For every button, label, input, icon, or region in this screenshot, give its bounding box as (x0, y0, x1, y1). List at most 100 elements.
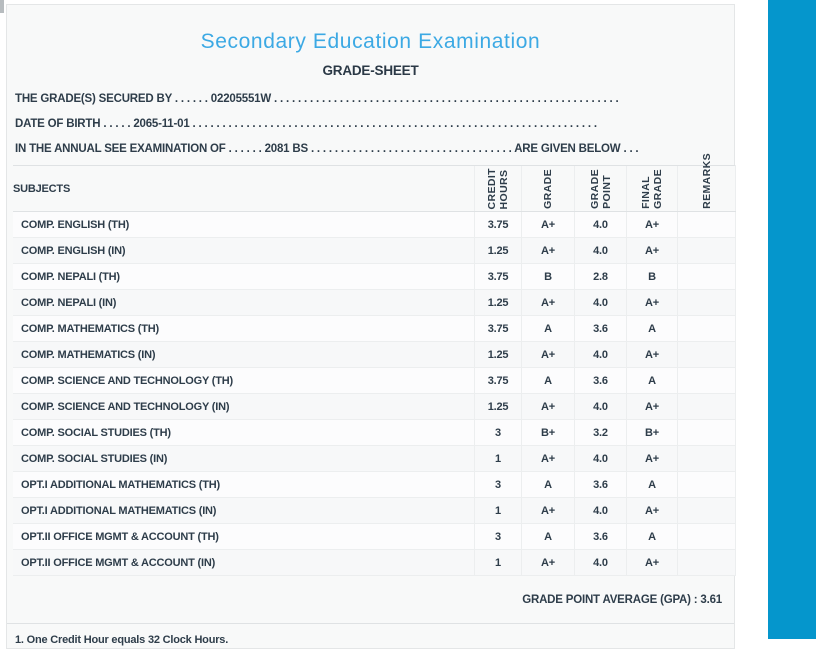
subject-cell: COMP. MATHEMATICS (TH) (13, 315, 475, 342)
grade-point-cell: 3.6 (574, 471, 627, 498)
table-row: COMP. MATHEMATICS (TH) 3.75 A 3.6 A (13, 315, 736, 342)
subject-cell: COMP. SCIENCE AND TECHNOLOGY (TH) (13, 367, 475, 394)
grade-point-cell: 2.8 (574, 263, 627, 290)
dot-fill: . . . . . . . . . . . . . . . . . . . . … (310, 143, 512, 155)
table-row: COMP. MATHEMATICS (IN) 1.25 A+ 4.0 A+ (13, 341, 736, 368)
final-grade-cell: A+ (626, 393, 678, 420)
dot-fill: . . . . . . . . . . . . . . . . . . . . … (274, 93, 619, 105)
table-row: COMP. SCIENCE AND TECHNOLOGY (IN) 1.25 A… (13, 393, 736, 420)
page-title: Secondary Education Examination (200, 30, 541, 53)
info-label: IN THE ANNUAL SEE EXAMINATION OF (15, 143, 226, 155)
dot-fill: . . . . . . (174, 93, 208, 105)
info-line-grades-secured-by: THE GRADE(S) SECURED BY . . . . . . 0220… (15, 87, 726, 112)
subject-cell: OPT.I ADDITIONAL MATHEMATICS (TH) (13, 471, 475, 498)
subject-cell: OPT.I ADDITIONAL MATHEMATICS (IN) (13, 497, 475, 524)
remarks-cell (677, 263, 736, 290)
final-grade-cell: A+ (626, 289, 678, 316)
final-grade-cell: A+ (626, 445, 678, 472)
col-header-grade: GRADE (521, 165, 575, 212)
credit-hours-cell: 1.25 (474, 289, 522, 316)
grade-point-cell: 4.0 (574, 289, 627, 316)
final-grade-cell: A+ (626, 237, 678, 264)
subject-cell: COMP. MATHEMATICS (IN) (13, 341, 475, 368)
grade-cell: A+ (521, 445, 575, 472)
table-row: COMP. ENGLISH (TH) 3.75 A+ 4.0 A+ (13, 211, 736, 238)
gpa-value-line: GRADE POINT AVERAGE (GPA) : 3.61 (522, 593, 722, 606)
remarks-cell (677, 497, 736, 524)
grade-cell: A (521, 471, 575, 498)
info-label: THE GRADE(S) SECURED BY (15, 93, 172, 105)
symbol-number-value: 02205551W (210, 93, 272, 105)
remarks-cell (677, 237, 736, 264)
accent-sidebar (768, 0, 816, 639)
dot-fill: . . . . . . (228, 143, 262, 155)
table-row: COMP. SCIENCE AND TECHNOLOGY (TH) 3.75 A… (13, 367, 736, 394)
credit-hours-cell: 3.75 (474, 367, 522, 394)
credit-hours-cell: 1 (474, 445, 522, 472)
grade-cell: A+ (521, 497, 575, 524)
grade-cell: A+ (521, 393, 575, 420)
info-label: DATE OF BIRTH (15, 118, 101, 130)
credit-hours-cell: 3 (474, 419, 522, 446)
table-row: COMP. NEPALI (IN) 1.25 A+ 4.0 A+ (13, 289, 736, 316)
credit-hours-cell: 1 (474, 549, 522, 576)
grade-point-cell: 4.0 (574, 341, 627, 368)
table-row: OPT.I ADDITIONAL MATHEMATICS (IN) 1 A+ 4… (13, 497, 736, 524)
grade-cell: A (521, 523, 575, 550)
remarks-cell (677, 549, 736, 576)
candidate-info: THE GRADE(S) SECURED BY . . . . . . 0220… (15, 87, 726, 162)
final-grade-cell: B (626, 263, 678, 290)
table-row: COMP. SOCIAL STUDIES (TH) 3 B+ 3.2 B+ (13, 419, 736, 446)
credit-hours-cell: 1.25 (474, 341, 522, 368)
window-edge-notch (0, 0, 4, 13)
credit-hours-cell: 1.25 (474, 393, 522, 420)
dot-fill: . . . . . (103, 118, 131, 130)
grade-cell: A+ (521, 341, 575, 368)
grade-point-cell: 4.0 (574, 497, 627, 524)
remarks-cell (677, 471, 736, 498)
subject-cell: COMP. NEPALI (IN) (13, 289, 475, 316)
credit-hours-cell: 3 (474, 523, 522, 550)
grade-point-cell: 4.0 (574, 237, 627, 264)
grade-cell: A (521, 315, 575, 342)
credit-hours-cell: 3.75 (474, 315, 522, 342)
credit-hours-cell: 3.75 (474, 211, 522, 238)
credit-hours-cell: 1 (474, 497, 522, 524)
grade-sheet-page: Secondary Education Examination GRADE-SH… (6, 4, 736, 649)
subject-cell: COMP. NEPALI (TH) (13, 263, 475, 290)
grade-cell: A+ (521, 289, 575, 316)
remarks-cell (677, 341, 736, 368)
grade-point-cell: 3.6 (574, 315, 627, 342)
subject-cell: OPT.II OFFICE MGMT & ACCOUNT (TH) (13, 523, 475, 550)
dot-fill: . . . (623, 143, 639, 155)
grade-cell: A+ (521, 549, 575, 576)
table-row: COMP. SOCIAL STUDIES (IN) 1 A+ 4.0 A+ (13, 445, 736, 472)
grades-table-header: SUBJECTS CREDIT HOURS GRADE GRADE POINT … (13, 153, 736, 212)
credit-hours-cell: 1.25 (474, 237, 522, 264)
page-subtitle: GRADE-SHEET (322, 63, 419, 78)
grade-point-cell: 3.6 (574, 523, 627, 550)
credit-hour-footnote: 1. One Credit Hour equals 32 Clock Hours… (15, 634, 229, 646)
final-grade-cell: A+ (626, 497, 678, 524)
credit-hours-cell: 3.75 (474, 263, 522, 290)
table-row: COMP. NEPALI (TH) 3.75 B 2.8 B (13, 263, 736, 290)
subject-cell: COMP. ENGLISH (IN) (13, 237, 475, 264)
grade-point-cell: 3.6 (574, 367, 627, 394)
birth-date-value: 2065-11-01 (133, 118, 190, 130)
subject-cell: OPT.II OFFICE MGMT & ACCOUNT (IN) (13, 549, 475, 576)
table-row: OPT.I ADDITIONAL MATHEMATICS (TH) 3 A 3.… (13, 471, 736, 498)
final-grade-cell: A (626, 523, 678, 550)
grade-table-body: COMP. ENGLISH (TH) 3.75 A+ 4.0 A+ COMP. … (13, 211, 736, 576)
info-suffix: ARE GIVEN BELOW (514, 143, 621, 155)
remarks-cell (677, 523, 736, 550)
final-grade-cell: B+ (626, 419, 678, 446)
remarks-cell (677, 419, 736, 446)
grade-cell: A+ (521, 211, 575, 238)
info-line-exam-year: IN THE ANNUAL SEE EXAMINATION OF . . . .… (15, 137, 726, 162)
final-grade-cell: A+ (626, 211, 678, 238)
grade-cell: A+ (521, 237, 575, 264)
remarks-cell (677, 445, 736, 472)
exam-year-value: 2081 BS (264, 143, 309, 155)
final-grade-cell: A+ (626, 549, 678, 576)
grade-point-cell: 4.0 (574, 393, 627, 420)
